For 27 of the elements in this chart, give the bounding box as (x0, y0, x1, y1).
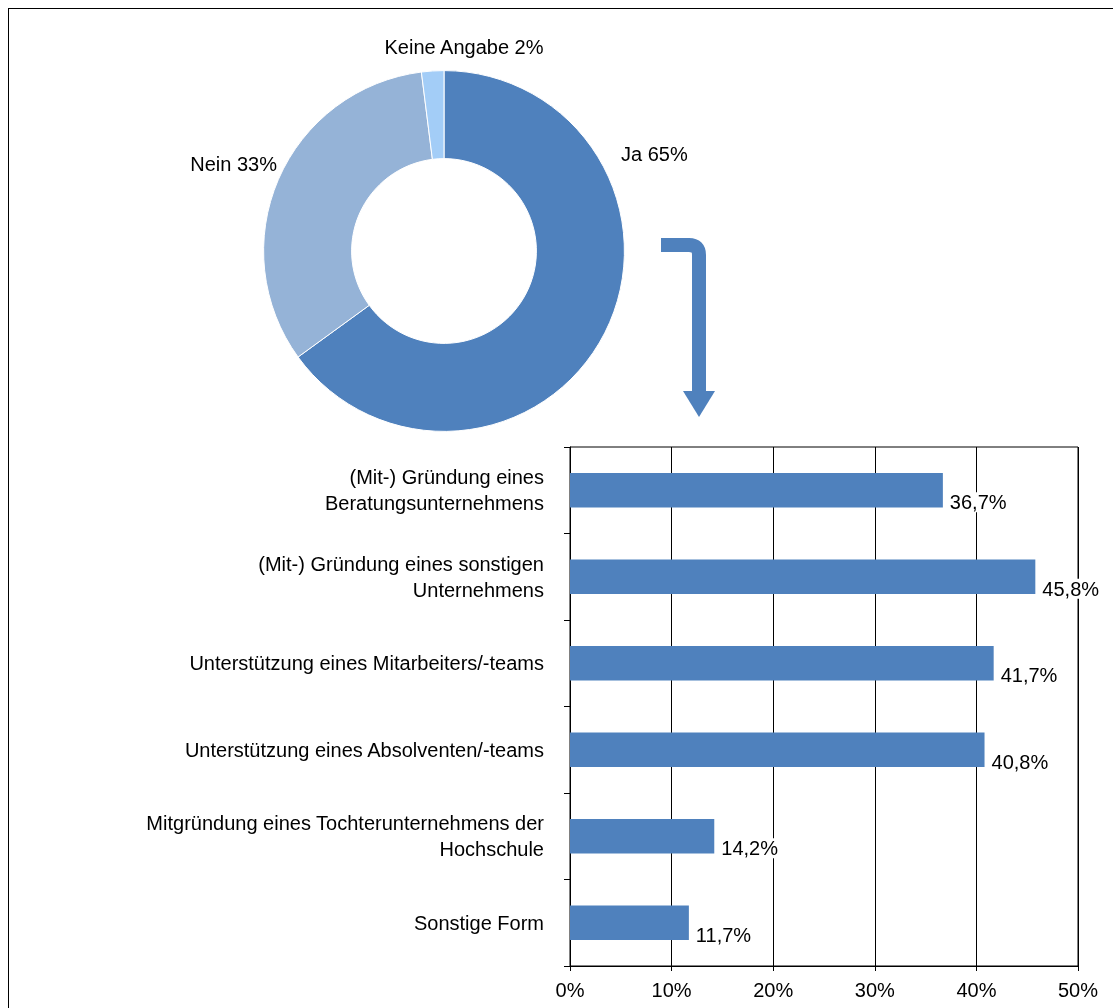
x-tick-label: 30% (854, 979, 896, 1001)
bar (570, 559, 1036, 595)
data-label: 45,8% (1042, 577, 1100, 600)
data-label: 36,7% (949, 491, 1007, 514)
data-label: 11,7% (695, 923, 752, 946)
slice-label: Nein 33% (190, 153, 278, 175)
y-tick-label: (Mit-) Gründung eines Beratungsunternehmens (324, 466, 544, 515)
data-label: 14,2% (721, 837, 779, 860)
x-tick-label: 40% (956, 979, 997, 1001)
slice-label: Keine Angabe 2% (384, 36, 544, 58)
data-label: 41,7% (1000, 664, 1058, 687)
data-label: 40,8% (991, 750, 1049, 773)
bar (570, 818, 715, 854)
y-tick-label: Unterstützung eines Absolventen/-teams (184, 738, 544, 761)
y-tick-label: (Mit-) Gründung eines sonstigen Unternehmens (258, 552, 544, 601)
x-tick-label: 20% (753, 979, 794, 1001)
bar (570, 472, 943, 508)
bar (570, 732, 985, 768)
x-tick-label: 10% (651, 979, 692, 1001)
bar (570, 905, 689, 941)
bar (570, 645, 994, 681)
x-tick-label: 0% (555, 979, 585, 1001)
y-tick-label: Sonstige Form (413, 911, 544, 934)
y-tick-label: Mitgründung eines Tochterunternehmens der Hochschule (146, 812, 545, 861)
slice-label: Ja 65% (621, 143, 688, 165)
x-tick-label: 50% (1057, 979, 1099, 1001)
y-tick-label: Unterstützung eines Mitarbeiters/-teams (189, 652, 544, 675)
